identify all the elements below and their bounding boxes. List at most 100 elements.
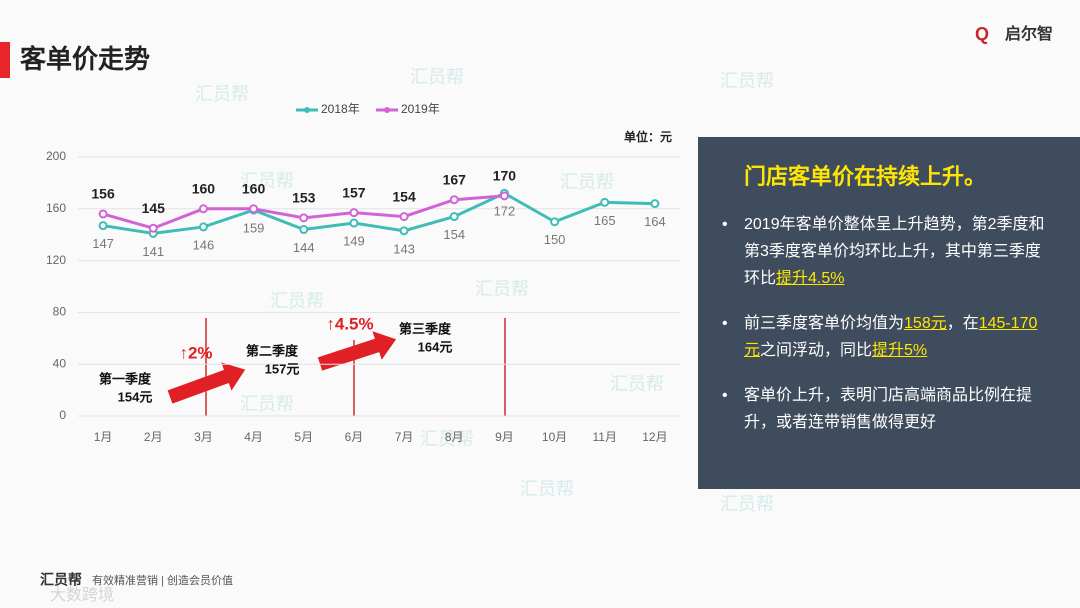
point: [98, 221, 108, 231]
data-label: 172: [494, 204, 516, 219]
logo: Q: [975, 24, 989, 44]
bullet-text: 前三季度客单价均值为: [744, 315, 905, 332]
quarter-name: 第一季度: [99, 371, 152, 386]
point: [198, 222, 208, 232]
x-tick-label: 7月: [395, 430, 414, 444]
point: [550, 217, 560, 227]
y-tick-label: 80: [53, 305, 67, 319]
series-line: [102, 191, 655, 235]
x-tick-label: 2月: [144, 430, 163, 444]
data-label: 141: [142, 244, 164, 259]
quarter-dividers: [205, 318, 506, 416]
point: [249, 204, 259, 214]
data-label: 143: [393, 241, 415, 256]
data-label: 154: [392, 188, 416, 204]
unit: 单位：元: [624, 129, 672, 144]
point: [600, 197, 610, 207]
point: [198, 204, 208, 214]
point: [349, 208, 359, 218]
data-label: 170: [493, 168, 517, 184]
data-label: 154: [443, 227, 465, 242]
y-tick-label: 120: [46, 253, 66, 267]
bullet-text: 之间浮动，同比: [760, 342, 873, 359]
bullet: 前三季度客单价均值为158元，在145-170元之间浮动，同比提升5%: [722, 310, 1050, 364]
highlight: 158元: [904, 315, 947, 332]
bullet: 2019年客单价整体呈上升趋势，第2季度和第3季度客单价均环比上升，其中第三季度…: [722, 211, 1050, 292]
point: [98, 209, 108, 219]
x-tick-label: 12月: [642, 430, 667, 444]
data-label: 165: [594, 213, 616, 228]
data-label: 167: [443, 171, 467, 187]
x-tick-label: 10月: [542, 430, 567, 444]
watermark: 汇员帮: [560, 172, 614, 192]
legend-label: 2018年: [321, 102, 360, 116]
data-label: 146: [193, 237, 215, 252]
x-tick-label: 8月: [445, 430, 464, 444]
bullet: 客单价上升，表明门店高端商品比例在提升，或者连带销售做得更好: [722, 382, 1050, 436]
y-tick-label: 200: [46, 149, 66, 163]
highlight: 145-170元: [744, 315, 1038, 359]
bullets: 2019年客单价整体呈上升趋势，第2季度和第3季度客单价均环比上升，其中第三季度…: [722, 211, 1050, 436]
data-label: 147: [92, 236, 114, 251]
x-tick-label: 6月: [345, 430, 364, 444]
page-title: 客单价走势: [20, 44, 150, 74]
corner-watermark: 大数跨境: [50, 585, 114, 604]
watermark: 汇员帮: [420, 429, 474, 449]
watermark: 汇员帮: [520, 479, 574, 499]
x-tick-label: 4月: [244, 430, 263, 444]
legend-dot: [304, 107, 310, 113]
footer-slogan: 有效精准营销 | 创造会员价值: [92, 573, 233, 587]
watermark: 汇员帮: [720, 494, 774, 514]
bullet-text: 客单价上升，表明门店高端商品比例在提升，或者连带销售做得更好: [744, 387, 1033, 431]
bullet-text: ，在: [946, 315, 979, 332]
data-label: 159: [243, 221, 265, 236]
watermark: 汇员帮: [475, 279, 529, 299]
x-tick-label: 9月: [495, 430, 514, 444]
data-label: 150: [544, 232, 566, 247]
x-tick-label: 3月: [194, 430, 213, 444]
quarter-value: 154元: [118, 389, 153, 404]
x-tick-label: 1月: [94, 430, 113, 444]
data-label: 149: [343, 233, 365, 248]
highlight: 提升5%: [872, 342, 928, 359]
point: [148, 223, 158, 233]
x-tick-label: 11月: [593, 430, 617, 444]
bullet-text: 2019年客单价整体呈上升趋势，第2季度和第3季度客单价均环比上升，其中第三季度…: [744, 216, 1045, 287]
highlight: 提升4.5%: [776, 270, 845, 287]
logo-text: 启尔智: [1005, 24, 1053, 43]
point: [449, 195, 459, 205]
watermark: 汇员帮: [240, 394, 294, 414]
growth-label: ↑4.5%: [326, 314, 373, 333]
point: [650, 199, 660, 209]
y-tick-label: 160: [46, 201, 66, 215]
quarter-name: 第三季度: [399, 321, 452, 336]
point: [299, 225, 309, 235]
data-label: 144: [293, 240, 315, 255]
quarter-value: 164元: [418, 339, 453, 354]
point: [349, 218, 359, 228]
data-label: 156: [91, 186, 115, 202]
y-tick-label: 40: [53, 356, 67, 370]
watermark: 汇员帮: [610, 374, 664, 394]
quarter-name: 第二季度: [246, 343, 299, 358]
arrow: [317, 331, 397, 371]
point: [399, 212, 409, 222]
watermark: 汇员帮: [410, 67, 464, 87]
point: [449, 212, 459, 222]
data-label: 160: [192, 181, 216, 197]
panel-title: 门店客单价在持续上升。: [744, 164, 987, 189]
data-label: 157: [342, 184, 366, 200]
legend-dot: [384, 107, 390, 113]
legend-label: 2019年: [401, 102, 440, 116]
point: [499, 191, 509, 201]
growth-label: ↑2%: [179, 343, 212, 362]
watermark: 汇员帮: [195, 84, 249, 104]
watermark: 汇员帮: [720, 71, 774, 91]
data-label: 153: [292, 190, 316, 206]
watermark: 汇员帮: [240, 171, 294, 191]
summary-panel: 门店客单价在持续上升。 2019年客单价整体呈上升趋势，第2季度和第3季度客单价…: [698, 137, 1080, 489]
watermark: 汇员帮: [270, 291, 324, 311]
data-label: 160: [242, 181, 266, 197]
data-label: 145: [142, 200, 166, 216]
